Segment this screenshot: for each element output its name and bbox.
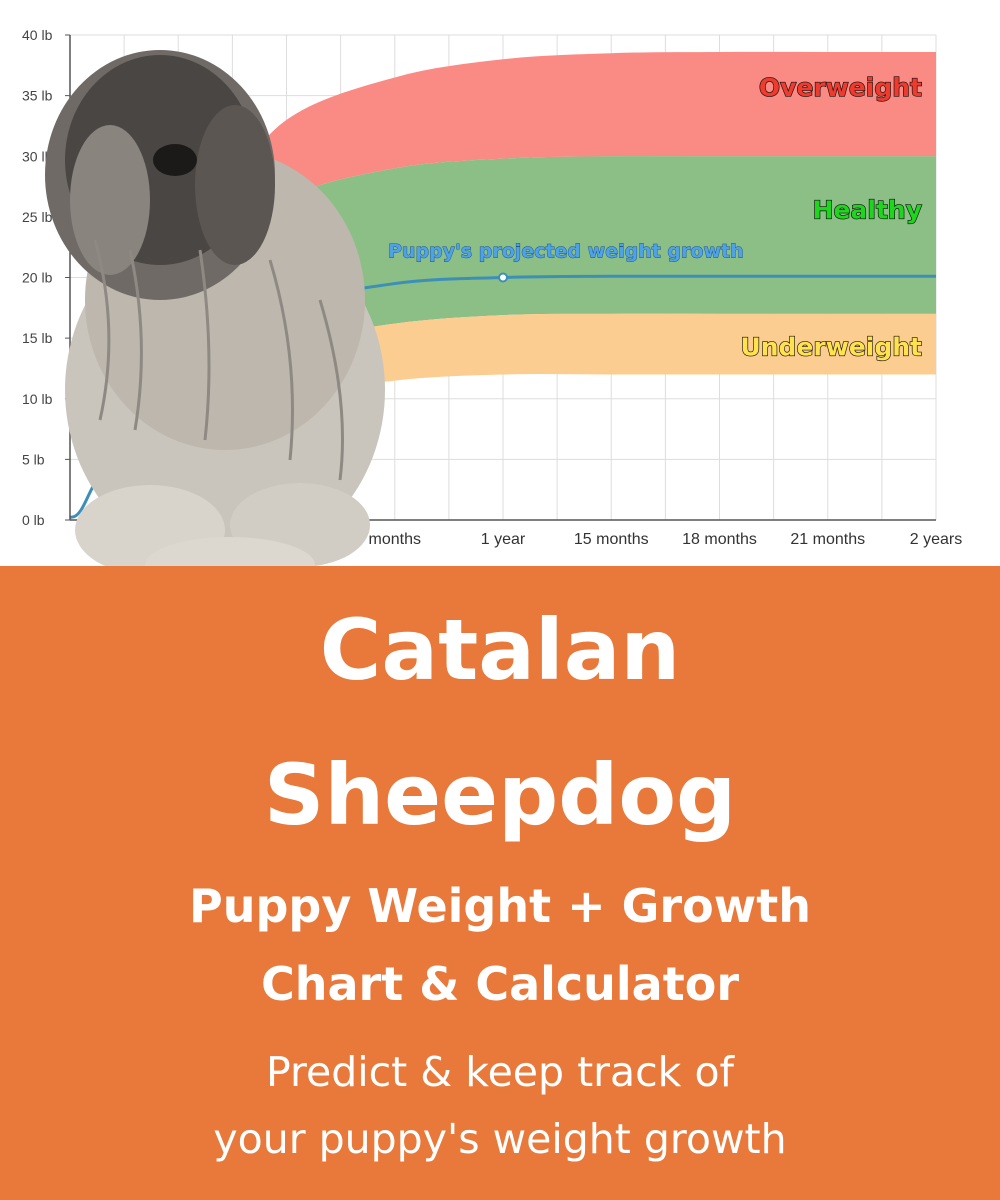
x-tick-label: 18 months (682, 531, 757, 548)
subtitle-line1: Puppy Weight + Growth (189, 879, 811, 933)
y-tick-label: 30 lb (22, 148, 53, 164)
y-tick-label: 20 lb (22, 270, 53, 286)
tagline-line1: Predict & keep track of (266, 1048, 734, 1096)
overweight-label: Overweight (759, 73, 922, 102)
x-tick-label: 2 years (910, 531, 962, 548)
underweight-band (214, 313, 937, 423)
healthy-band (214, 156, 937, 375)
projection-label: Puppy's projected weight growth (388, 241, 744, 263)
y-tick-label: 35 lb (22, 88, 53, 104)
x-tick-label: 15 months (574, 531, 649, 548)
dog-photo (45, 50, 385, 566)
breed-name-line2: Sheepdog (263, 746, 737, 844)
title-banner: Catalan Sheepdog Puppy Weight + Growth C… (0, 566, 1000, 1200)
healthy-label: Healthy (813, 196, 922, 225)
y-tick-label: 25 lb (22, 209, 53, 225)
weight-chart: Puppy's projected weight growth 0 lb 5 lb… (0, 0, 1000, 566)
y-tick-label: 5 lb (22, 451, 45, 467)
y-tick-label: 0 lb (22, 512, 45, 528)
y-tick-label: 10 lb (22, 391, 53, 407)
chart-svg: Puppy's projected weight growth 0 lb 5 lb… (22, 27, 962, 566)
tagline-line2: your puppy's weight growth (213, 1115, 787, 1163)
breed-name-line1: Catalan (319, 601, 681, 699)
y-tick-label: 15 lb (22, 330, 53, 346)
x-tick-label: 1 year (481, 531, 526, 548)
underweight-label: Underweight (740, 333, 922, 362)
y-tick-label: 40 lb (22, 27, 53, 43)
projection-series: Puppy's projected weight growth (69, 240, 936, 519)
x-tick-label: months (369, 531, 421, 548)
overweight-band (214, 51, 937, 266)
weight-bands (214, 51, 937, 423)
subtitle-line2: Chart & Calculator (260, 957, 740, 1011)
projection-marker (498, 272, 508, 283)
x-tick-label: 21 months (790, 531, 865, 548)
band-labels: Overweight Healthy Underweight (740, 72, 923, 362)
